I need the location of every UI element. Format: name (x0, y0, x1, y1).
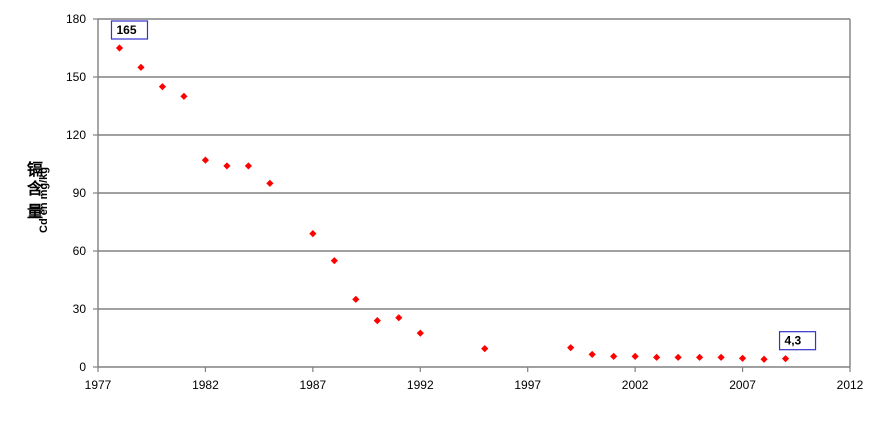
data-point (717, 353, 725, 361)
data-point (481, 345, 489, 353)
data-point (330, 257, 338, 265)
y-axis-label: 镉含量 Cd en mg/kg (27, 160, 50, 233)
data-point (588, 350, 596, 359)
annotation-label: 4,3 (785, 334, 802, 348)
y-tick-label: 0 (79, 360, 86, 374)
x-tick-label: 2002 (622, 378, 649, 392)
data-point (610, 352, 618, 360)
y-axis-label-cn: 镉含量 (27, 160, 44, 221)
data-point (416, 329, 424, 337)
y-tick-label: 90 (73, 186, 87, 200)
data-point (158, 83, 167, 91)
y-tick-label: 150 (66, 70, 86, 84)
x-axis-ticks: 1977 1982 1987 1992 1997 2002 2007 2012 (85, 367, 864, 392)
annotation-box (778, 331, 817, 351)
x-tick-label: 2012 (837, 378, 864, 392)
y-tick-label: 60 (73, 244, 87, 258)
y-tick-label: 30 (73, 302, 87, 316)
data-point (631, 352, 639, 360)
y-axis-ticks: 0 30 60 90 120 150 180 (66, 12, 98, 374)
annotations: 165 4,3 (110, 20, 817, 351)
data-point (223, 162, 231, 170)
x-tick-label: 1997 (514, 378, 541, 392)
data-point (567, 344, 575, 352)
annotation-label: 165 (116, 23, 136, 37)
data-point (781, 355, 790, 363)
data-point (180, 92, 188, 100)
annotation-box (110, 20, 149, 40)
data-point (674, 353, 682, 361)
y-axis-label-en: Cd en mg/kg (38, 167, 50, 233)
x-tick-label: 2007 (729, 378, 756, 392)
y-tick-label: 120 (66, 128, 86, 142)
data-point (266, 179, 274, 187)
data-point (696, 353, 704, 361)
x-tick-label: 1987 (300, 378, 327, 392)
x-tick-label: 1992 (407, 378, 434, 392)
data-point (738, 354, 747, 362)
data-point (201, 156, 210, 164)
data-point (352, 295, 360, 303)
data-point (137, 63, 145, 71)
data-point (115, 44, 124, 52)
data-point (760, 355, 768, 363)
data-point (309, 230, 317, 238)
data-point (373, 317, 381, 325)
x-tick-label: 1977 (85, 378, 112, 392)
data-point (395, 314, 403, 322)
data-points (115, 44, 790, 363)
data-point (244, 162, 252, 170)
grid-lines (98, 18, 850, 310)
data-point (653, 353, 661, 361)
y-tick-label: 180 (66, 12, 86, 26)
x-tick-label: 1982 (192, 378, 219, 392)
